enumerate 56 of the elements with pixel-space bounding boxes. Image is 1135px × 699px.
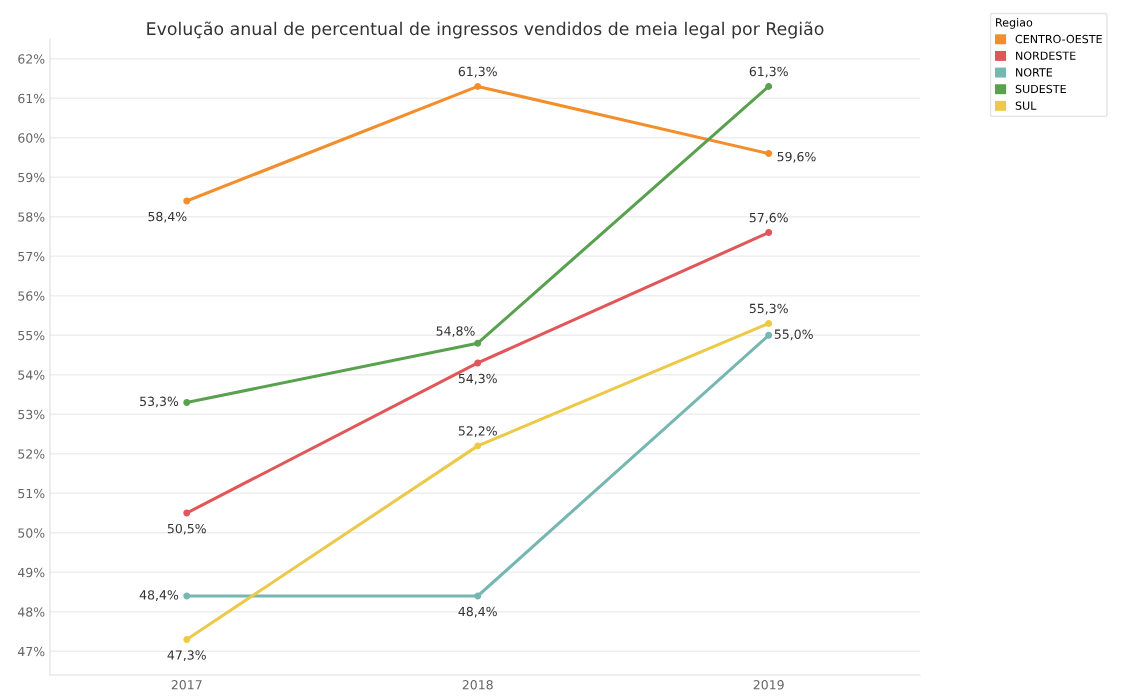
x-tick-label: 2019 xyxy=(753,680,784,690)
data-label: 50,5% xyxy=(167,523,206,535)
legend-title: Regiao xyxy=(996,18,1033,29)
point xyxy=(765,229,773,237)
y-tick-label: 62% xyxy=(18,54,45,64)
legend-label: SUL xyxy=(1015,101,1037,110)
y-tick-label: 53% xyxy=(18,409,45,420)
x-tick-label: 2017 xyxy=(171,680,202,690)
y-tick-label: 59% xyxy=(18,172,45,183)
data-label: 58,4% xyxy=(148,211,187,223)
point xyxy=(765,331,773,339)
data-label: 47,3% xyxy=(167,650,206,662)
legend-label: CENTRO-OESTE xyxy=(1015,34,1102,44)
data-label: 54,3% xyxy=(458,373,497,385)
y-tick-label: 61% xyxy=(18,93,45,104)
point xyxy=(183,197,191,205)
point xyxy=(474,339,482,347)
point xyxy=(474,592,482,600)
y-tick-label: 57% xyxy=(18,251,45,262)
data-label: 52,2% xyxy=(458,426,497,437)
data-label: 61,3% xyxy=(749,66,788,78)
data-label: 48,4% xyxy=(139,590,179,601)
x-tick-label: 2018 xyxy=(462,680,493,690)
chart-title: Evolução anual de percentual de ingressos vendidos de meia legal por Região xyxy=(147,21,824,39)
y-tick-label: 47% xyxy=(17,646,45,657)
point xyxy=(183,635,191,643)
point xyxy=(183,398,191,406)
point xyxy=(765,82,773,90)
legend-label: NORDESTE xyxy=(1016,51,1076,60)
point xyxy=(183,509,191,517)
point xyxy=(474,82,482,90)
y-tick-label: 48% xyxy=(17,607,45,617)
data-label: 54,8% xyxy=(436,326,475,337)
y-tick-label: 60% xyxy=(18,133,45,143)
y-tick-label: 51% xyxy=(18,488,45,499)
y-tick-label: 50% xyxy=(18,528,45,538)
y-tick-label: 58% xyxy=(18,212,45,222)
data-label: 55,3% xyxy=(749,303,788,315)
data-label: 57,6% xyxy=(749,212,788,224)
point xyxy=(765,319,773,327)
y-tick-label: 55% xyxy=(18,330,45,341)
y-tick-label: 54% xyxy=(18,370,45,380)
y-tick-label: 49% xyxy=(17,567,45,578)
data-label: 53,3% xyxy=(140,396,179,408)
data-label: 59,6% xyxy=(777,151,816,163)
legend-label: NORTE xyxy=(1016,68,1053,77)
data-label: 61,3% xyxy=(458,66,497,78)
point xyxy=(765,150,773,158)
point xyxy=(183,592,191,600)
legend-label: SUDESTE xyxy=(1015,84,1066,94)
data-label: 55,0% xyxy=(774,329,813,341)
point xyxy=(474,442,482,450)
data-label: 48,4% xyxy=(458,606,497,618)
y-tick-label: 52% xyxy=(18,449,45,459)
y-tick-label: 56% xyxy=(18,291,45,301)
point xyxy=(474,359,482,367)
